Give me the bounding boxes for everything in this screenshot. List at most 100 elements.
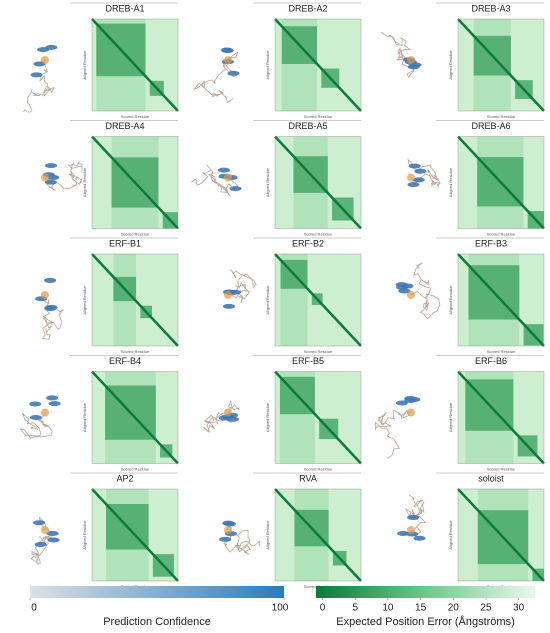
panel-title: DREB-A6 bbox=[471, 121, 510, 131]
structure-helix bbox=[229, 186, 242, 192]
colorbar-label: Prediction Confidence bbox=[103, 616, 211, 628]
x-axis-label: Scored Residue bbox=[304, 114, 333, 119]
colorbar-tick-label: 0 bbox=[31, 603, 37, 614]
y-axis-label: Aligned Residue bbox=[82, 167, 87, 197]
structure-helix bbox=[413, 535, 426, 541]
x-axis-label: Scored Residue bbox=[487, 114, 516, 119]
structure-sheet bbox=[407, 526, 415, 534]
structure-coil bbox=[191, 164, 239, 197]
structure-helix bbox=[407, 514, 420, 520]
x-axis-label: Scored Residue bbox=[487, 232, 516, 237]
colorbar-tick-label: 100 bbox=[272, 603, 289, 614]
structure-sheet bbox=[41, 173, 49, 182]
panel: DREB-A3 Aligned Residue Scored Residue bbox=[380, 2, 545, 119]
pae-frame bbox=[91, 136, 179, 229]
structure-sheet bbox=[41, 526, 49, 534]
structure-coil bbox=[19, 412, 53, 439]
structure-sheet bbox=[224, 56, 232, 64]
panel: DREB-A2 Aligned Residue Scored Residue bbox=[193, 2, 362, 119]
panel-title: ERF-B6 bbox=[475, 356, 507, 366]
structure-sheet bbox=[41, 56, 49, 64]
pae-band bbox=[473, 19, 511, 111]
structure-sheet bbox=[41, 291, 49, 299]
structure-coil bbox=[223, 525, 260, 555]
pae-frame bbox=[91, 18, 179, 112]
structure-helix bbox=[414, 168, 427, 174]
colorbar-tick-label: 30 bbox=[513, 603, 525, 614]
colorbar-tick-label: 20 bbox=[448, 603, 460, 614]
pae-diagonal bbox=[457, 18, 545, 112]
pae-diagonal bbox=[274, 253, 362, 347]
panel-title: soloist bbox=[478, 473, 504, 483]
structure-coil bbox=[374, 409, 412, 459]
structure-helix bbox=[223, 303, 236, 309]
pae-frame bbox=[274, 136, 362, 229]
panel-title: DREB-A2 bbox=[288, 3, 327, 13]
panel-title: ERF-B4 bbox=[109, 356, 141, 366]
colorbar bbox=[30, 586, 284, 598]
y-axis-label: Aligned Residue bbox=[265, 520, 270, 550]
x-axis-label: Scored Residue bbox=[487, 467, 516, 472]
structure-helix bbox=[217, 167, 230, 173]
structure-sheet bbox=[41, 408, 49, 417]
pae-diagonal bbox=[91, 370, 179, 465]
x-axis-label: Scored Residue bbox=[487, 349, 516, 354]
y-axis-label: Aligned Residue bbox=[82, 285, 87, 315]
structure-helix bbox=[48, 401, 61, 407]
pae-band bbox=[279, 371, 315, 464]
pae-diagonal bbox=[274, 135, 362, 230]
structure-sheet bbox=[224, 291, 232, 299]
structure-helix bbox=[46, 530, 59, 536]
pae-frame bbox=[274, 371, 362, 464]
structure-helix bbox=[30, 72, 43, 78]
structure-coil bbox=[42, 160, 83, 192]
structure-coil bbox=[410, 262, 441, 320]
pae-frame bbox=[274, 488, 362, 582]
colorbar bbox=[316, 586, 535, 598]
panel-title: DREB-A3 bbox=[471, 3, 510, 13]
pae-diagonal bbox=[274, 488, 362, 582]
pae-diagonal bbox=[91, 135, 179, 230]
structure-coil bbox=[23, 59, 55, 113]
structure-helix bbox=[44, 306, 57, 312]
colorbar-label: Expected Position Error (Ångströms) bbox=[336, 615, 515, 628]
colorbar-tick-label: 15 bbox=[415, 603, 427, 614]
y-axis-label: Aligned Residue bbox=[265, 285, 270, 315]
panel-title: ERF-B1 bbox=[109, 238, 141, 248]
structure-helix bbox=[45, 163, 58, 169]
structure-helix bbox=[408, 163, 421, 169]
pae-diagonal bbox=[457, 253, 545, 347]
x-axis-label: Scored Residue bbox=[121, 114, 150, 119]
x-axis-label: Scored Residue bbox=[304, 467, 333, 472]
structure-coil bbox=[404, 494, 427, 537]
structure-sheet bbox=[407, 56, 415, 64]
pae-frame bbox=[274, 18, 362, 112]
structure-coil bbox=[380, 31, 415, 78]
structure-helix bbox=[412, 177, 425, 183]
structure-helix bbox=[407, 64, 420, 70]
x-axis-label: Scored Residue bbox=[121, 232, 150, 237]
structure-coil bbox=[41, 294, 64, 340]
pae-band bbox=[280, 254, 308, 346]
pae-frame bbox=[91, 488, 179, 582]
pae-band bbox=[113, 254, 137, 346]
y-axis-label: Aligned Residue bbox=[448, 167, 453, 197]
structure-coil bbox=[407, 158, 442, 188]
pae-frame bbox=[91, 253, 179, 347]
y-axis-label: Aligned Residue bbox=[82, 520, 87, 550]
x-axis-label: Scored Residue bbox=[304, 232, 333, 237]
structure-coil bbox=[227, 269, 257, 304]
pae-frame bbox=[274, 253, 362, 347]
panel: ERF-B5 Aligned Residue Scored Residue bbox=[202, 355, 362, 472]
y-axis-label: Aligned Residue bbox=[448, 285, 453, 315]
pae-diagonal bbox=[274, 18, 362, 112]
panel: ERF-B6 Aligned Residue Scored Residue bbox=[374, 355, 545, 472]
panel-title: AP2 bbox=[116, 473, 133, 483]
colorbar-tick-label: 0 bbox=[320, 603, 326, 614]
panel: DREB-A4 Aligned Residue Scored Residue bbox=[41, 120, 179, 237]
structure-helix bbox=[47, 537, 60, 543]
